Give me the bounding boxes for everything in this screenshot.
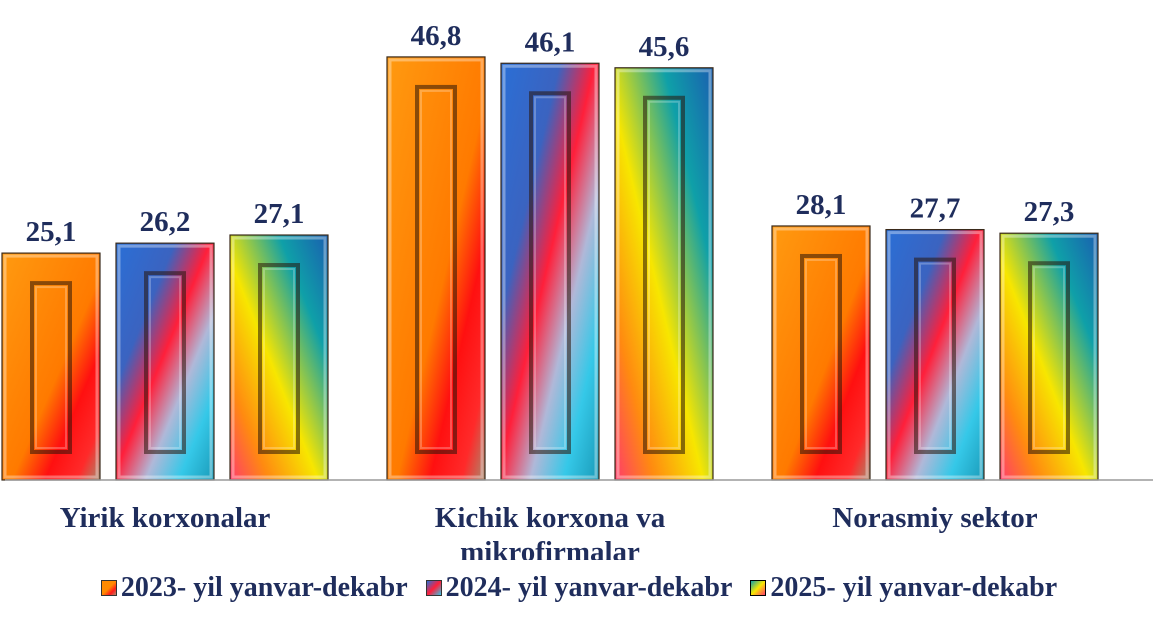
bar-inner-panel	[1028, 261, 1070, 455]
data-label-2023: 46,8	[411, 20, 462, 52]
category-label: Norasmiy sektor	[832, 502, 1038, 534]
bar-inner-highlight	[35, 286, 67, 450]
legend-label-2023: 2023- yil yanvar-dekabr	[120, 572, 408, 603]
bar-bevel	[231, 236, 327, 479]
data-label-2025: 27,3	[1024, 196, 1075, 228]
legend-swatch-2023	[100, 580, 117, 596]
bar-inner-panel	[643, 95, 685, 454]
category-label: Kichik korxona va	[435, 502, 666, 534]
bar-inner-highlight	[1033, 266, 1065, 450]
legend-item-2024: 2024- yil yanvar-dekabr	[425, 572, 733, 604]
legend-label-2025: 2025- yil yanvar-dekabr	[770, 572, 1058, 603]
bar-2025-group-0	[229, 234, 329, 481]
bar-2025-group-2	[999, 232, 1099, 481]
bar-2024-group-1	[500, 62, 600, 481]
bar-inner-panel	[914, 257, 956, 455]
bar-bevel	[773, 227, 869, 479]
bar-bevel	[502, 64, 598, 479]
bar-2024-group-0	[115, 242, 215, 481]
bar-bevel	[388, 58, 484, 479]
legend-label-2024: 2024- yil yanvar-dekabr	[445, 572, 733, 603]
bar-2024-group-2	[885, 228, 985, 481]
bar-2023	[771, 225, 871, 481]
data-label-2024: 26,2	[140, 206, 191, 238]
legend: 2023- yil yanvar-dekabr 2024- yil yanvar…	[0, 568, 1158, 608]
bar-bevel	[887, 231, 983, 479]
bar-2025-group-1	[614, 67, 714, 481]
bar-inner-panel	[529, 91, 571, 454]
bar-inner-highlight	[420, 89, 452, 449]
bar-inner-highlight	[534, 96, 566, 449]
bar-inner-highlight	[919, 262, 951, 450]
category-label: mikrofirmalar	[460, 536, 640, 560]
bar-2025	[999, 232, 1099, 481]
bar-bevel	[616, 69, 712, 479]
bar-inner-panel	[800, 253, 842, 454]
bar-2024	[115, 242, 215, 481]
data-label-2023: 25,1	[26, 216, 77, 248]
data-label-2024: 46,1	[525, 26, 576, 58]
bar-bevel	[117, 244, 213, 479]
data-label-2023: 28,1	[796, 189, 847, 221]
bar-2023	[386, 56, 486, 481]
bar-inner-highlight	[263, 268, 295, 449]
bar-inner-panel	[30, 281, 72, 455]
legend-swatch-2025	[750, 580, 767, 596]
data-label-2024: 27,7	[910, 193, 961, 225]
bar-inner-highlight	[805, 258, 837, 450]
bar-2023	[1, 252, 101, 481]
data-label-2025: 27,1	[254, 198, 305, 230]
bar-2025	[614, 67, 714, 481]
bar-2024	[500, 62, 600, 481]
bar-2023-group-2	[771, 225, 871, 481]
bar-2023-group-0	[1, 252, 101, 481]
bar-inner-highlight	[648, 100, 680, 449]
bar-2023-group-1	[386, 56, 486, 481]
bar-inner-highlight	[149, 276, 181, 450]
bar-2025	[229, 234, 329, 481]
bar-2024	[885, 228, 985, 481]
legend-item-2023: 2023- yil yanvar-dekabr	[100, 572, 408, 604]
bar-chart-svg: 25,1 26,2 27,1 Yirik korxonalar 46,8 46,1 45,6…	[1, 20, 1153, 568]
category-label: Yirik korxonalar	[60, 502, 271, 534]
bar-inner-panel	[258, 263, 300, 454]
bar-inner-panel	[415, 84, 457, 454]
bar-inner-panel	[144, 271, 186, 455]
legend-item-2025: 2025- yil yanvar-dekabr	[750, 572, 1057, 604]
bar-bevel	[1001, 234, 1097, 479]
legend-swatch-2024	[425, 580, 442, 596]
data-label-2025: 45,6	[639, 31, 690, 63]
bar-bevel	[3, 254, 99, 479]
